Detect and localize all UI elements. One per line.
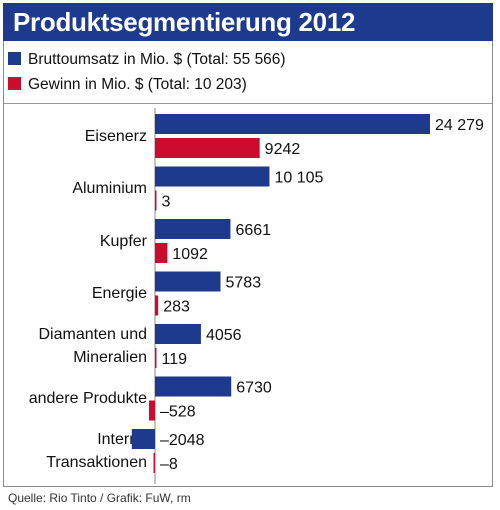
- bar-chart: 24 279 9242 10 105 3 6661 1092 5783 283 4056 119 6…: [131, 108, 484, 484]
- bar-revenue-2: [155, 219, 231, 239]
- category-label-line: Kupfer: [99, 232, 147, 250]
- data-label-profit-2: 1092: [172, 246, 208, 263]
- category-label-line: Eisenerz: [84, 127, 147, 145]
- bar-profit-2: [155, 243, 168, 263]
- bar-profit-1: [155, 190, 157, 211]
- data-label-revenue-4: 4056: [206, 327, 242, 344]
- data-label-revenue-2: 6661: [235, 222, 271, 239]
- data-label-profit-0: 9242: [265, 141, 301, 158]
- category-label-line: Diamanten und: [38, 326, 147, 343]
- bar-revenue-3: [155, 271, 221, 292]
- category-label-line: Mineralien: [73, 349, 147, 366]
- data-label-revenue-1: 10 105: [274, 170, 323, 187]
- separator-line: [4, 103, 492, 104]
- bar-profit-5: [149, 400, 155, 421]
- bar-profit-4: [155, 348, 157, 368]
- data-label-revenue-5: 6730: [236, 380, 272, 397]
- category-label-line: Aluminium: [72, 180, 147, 197]
- bar-profit-6: [153, 453, 155, 473]
- bar-revenue-6: [131, 429, 155, 449]
- chart-title: Produktsegmentierung 2012: [13, 7, 356, 37]
- data-label-profit-1: 3: [162, 194, 171, 211]
- bar-revenue-4: [155, 324, 201, 344]
- data-label-revenue-0: 24 279: [435, 117, 484, 134]
- category-label-5: andere Produkte: [29, 387, 147, 410]
- category-label-0: Eisenerz: [85, 125, 147, 148]
- bar-profit-0: [155, 138, 260, 158]
- data-label-profit-6: –8: [160, 456, 178, 473]
- source-note: Quelle: Rio Tinto / Grafik: FuW, rm: [8, 491, 191, 505]
- category-label-line: andere Produkte: [28, 390, 147, 407]
- legend-item-revenue: Bruttoumsatz in Mio. $ (Total: 55 566): [8, 51, 286, 69]
- category-label-3: Energie: [92, 282, 147, 305]
- data-label-revenue-3: 5783: [226, 275, 262, 292]
- bar-revenue-1: [155, 166, 270, 187]
- bar-revenue-5: [155, 376, 232, 397]
- bar-profit-3: [155, 295, 159, 316]
- data-label-revenue-6: –2048: [160, 432, 205, 449]
- category-label-1: Aluminium: [72, 177, 147, 200]
- legend-swatch-revenue: [8, 52, 21, 65]
- legend-swatch-profit: [8, 77, 21, 90]
- legend-label-profit: Gewinn in Mio. $ (Total: 10 203): [28, 76, 247, 93]
- legend-label-revenue: Bruttoumsatz in Mio. $ (Total: 55 566): [28, 51, 286, 68]
- category-label-line: Energie: [91, 285, 147, 302]
- data-label-profit-3: 283: [163, 299, 190, 316]
- data-label-profit-5: –528: [160, 404, 196, 421]
- legend-item-profit: Gewinn in Mio. $ (Total: 10 203): [8, 76, 247, 94]
- category-label-4: Diamanten und Mineralien: [38, 323, 147, 369]
- data-label-profit-4: 119: [162, 351, 188, 368]
- category-label-line: Transaktionen: [46, 454, 147, 471]
- bar-revenue-0: [155, 114, 430, 134]
- category-label-2: Kupfer: [100, 230, 147, 253]
- title-bar: Produktsegmentierung 2012: [3, 3, 493, 41]
